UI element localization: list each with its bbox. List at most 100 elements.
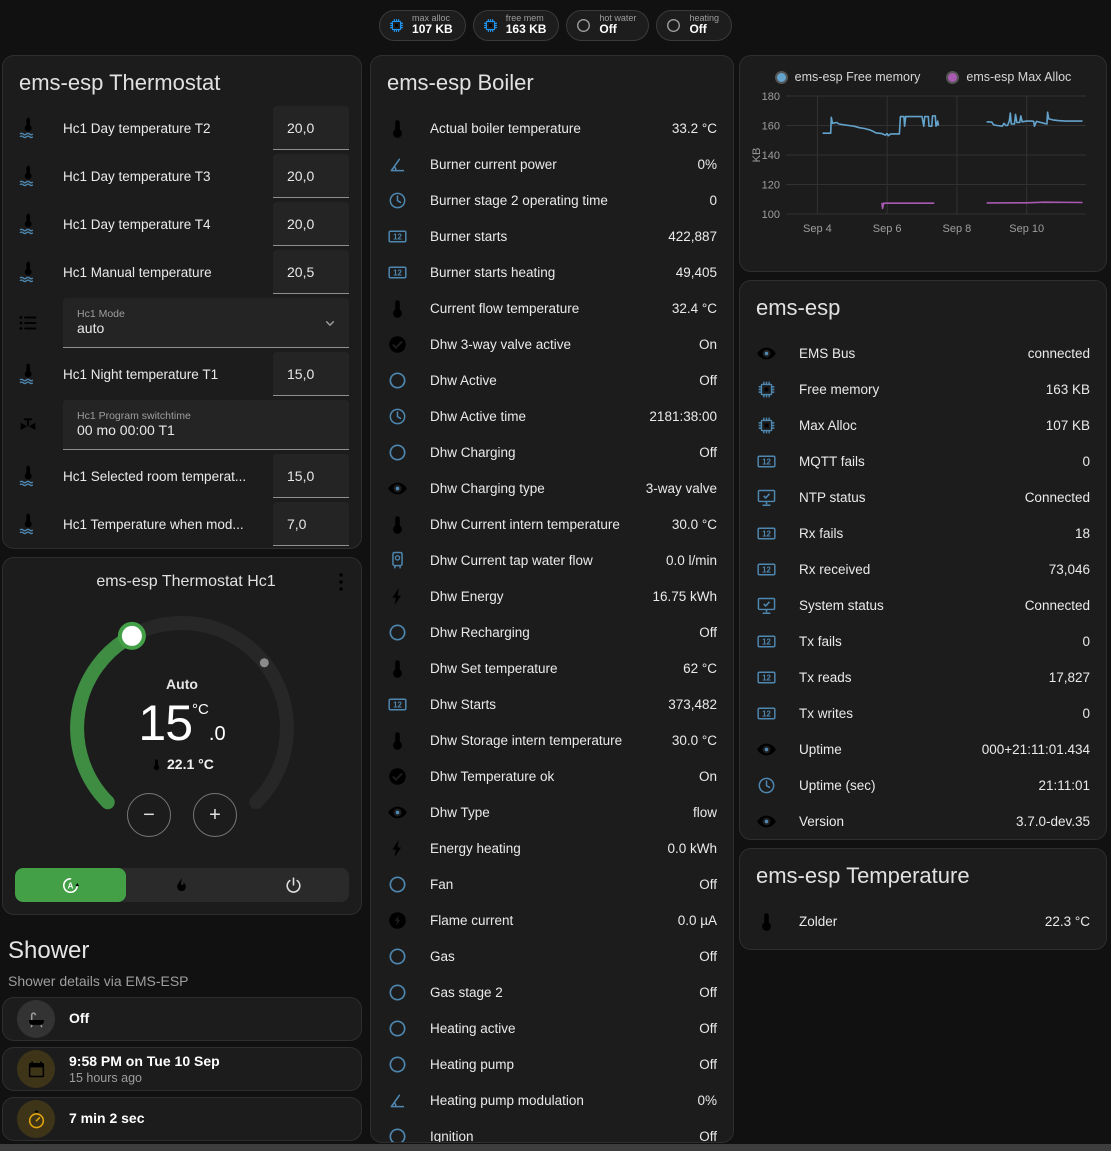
entity-label: Burner stage 2 operating time xyxy=(430,192,608,208)
entity-row[interactable]: Max Alloc 107 KB xyxy=(740,407,1106,443)
number-input[interactable]: 20,0 xyxy=(273,106,349,150)
entity-row[interactable]: Dhw Charging type 3-way valve xyxy=(371,470,733,506)
mode-button-auto-mode[interactable] xyxy=(15,868,127,902)
entity-value: 0% xyxy=(697,1092,717,1108)
entity-row[interactable]: Zolder 22.3 °C xyxy=(740,903,1106,939)
legend-item[interactable]: ems-esp Free memory xyxy=(774,70,920,84)
number-input[interactable]: 20,5 xyxy=(273,250,349,294)
memory-history-chart[interactable]: 100 120 140 160 180 Sep 4 Sep 6 Sep 8 Sep 10 KB xyxy=(750,88,1094,258)
thermostat-dial[interactable] xyxy=(32,598,332,858)
thermometer-water-icon xyxy=(17,363,39,385)
horizontal-scrollbar[interactable] xyxy=(0,1144,1111,1151)
shower-info-card[interactable]: 9:58 PM on Tue 10 Sep 15 hours ago xyxy=(2,1047,362,1091)
entity-row[interactable]: Energy heating 0.0 kWh xyxy=(371,830,733,866)
entity-row[interactable]: Flame current 0.0 µA xyxy=(371,902,733,938)
entity-row[interactable]: Dhw Energy 16.75 kWh xyxy=(371,578,733,614)
entity-value: 0 xyxy=(709,192,717,208)
entity-value: 000+21:11:01.434 xyxy=(981,741,1090,757)
entity-row[interactable]: MQTT fails 0 xyxy=(740,443,1106,479)
mode-button-power[interactable] xyxy=(238,868,349,902)
number-input[interactable]: 7,0 xyxy=(273,502,349,546)
more-options-icon[interactable] xyxy=(329,570,353,594)
entity-row[interactable]: Dhw Charging Off xyxy=(371,434,733,470)
entity-row[interactable]: Version 3.7.0-dev.35 xyxy=(740,803,1106,839)
entity-label: Dhw Recharging xyxy=(430,624,530,640)
number-input[interactable]: 15,0 xyxy=(273,454,349,498)
entity-row[interactable]: Dhw Recharging Off xyxy=(371,614,733,650)
entity-row[interactable]: Dhw Current tap water flow 0.0 l/min xyxy=(371,542,733,578)
entity-value: 2181:38:00 xyxy=(649,408,717,424)
number-input[interactable]: 20,0 xyxy=(273,154,349,198)
entity-row[interactable]: Dhw Type flow xyxy=(371,794,733,830)
entity-row[interactable]: Tx writes 0 xyxy=(740,695,1106,731)
entity-row[interactable]: Gas stage 2 Off xyxy=(371,974,733,1010)
entity-row[interactable]: Dhw Active Off xyxy=(371,362,733,398)
counter-icon xyxy=(756,559,777,580)
entity-row[interactable]: Heating pump Off xyxy=(371,1046,733,1082)
entity-row[interactable]: Dhw Storage intern temperature 30.0 °C xyxy=(371,722,733,758)
entity-row[interactable]: Rx received 73,046 xyxy=(740,551,1106,587)
entity-label: Uptime xyxy=(799,741,842,757)
entity-row[interactable]: System status Connected xyxy=(740,587,1106,623)
shower-info-card[interactable]: Off xyxy=(2,997,362,1041)
bathtub-icon xyxy=(26,1009,47,1030)
entity-row[interactable]: Current flow temperature 32.4 °C xyxy=(371,290,733,326)
entity-row[interactable]: Dhw Set temperature 62 °C xyxy=(371,650,733,686)
entity-row[interactable]: Dhw Starts 373,482 xyxy=(371,686,733,722)
entity-row[interactable]: NTP status Connected xyxy=(740,479,1106,515)
entity-value: 33.2 °C xyxy=(671,120,717,136)
counter-icon xyxy=(756,631,777,652)
thermometer-icon xyxy=(756,911,777,932)
entity-row[interactable]: Tx fails 0 xyxy=(740,623,1106,659)
entity-value: 163 KB xyxy=(1045,381,1090,397)
entity-row[interactable]: Gas Off xyxy=(371,938,733,974)
temp-decrease-button[interactable]: − xyxy=(127,793,171,837)
entity-row[interactable]: Burner starts 422,887 xyxy=(371,218,733,254)
eye-icon xyxy=(387,802,408,823)
entity-row[interactable]: Heating pump modulation 0% xyxy=(371,1082,733,1118)
chip-free-mem[interactable]: free mem 163 KB xyxy=(472,9,560,41)
entity-row[interactable]: Dhw Temperature ok On xyxy=(371,758,733,794)
entity-row[interactable]: Ignition Off xyxy=(371,1118,733,1142)
entity-label: Dhw Current tap water flow xyxy=(430,552,593,568)
entity-row[interactable]: Burner starts heating 49,405 xyxy=(371,254,733,290)
entity-value: 18 xyxy=(1074,525,1090,541)
entity-row[interactable]: Dhw Current intern temperature 30.0 °C xyxy=(371,506,733,542)
number-input[interactable]: 15,0 xyxy=(273,352,349,396)
format-list-icon xyxy=(17,312,39,334)
legend-item[interactable]: ems-esp Max Alloc xyxy=(946,70,1071,84)
number-input[interactable]: 20,0 xyxy=(273,202,349,246)
entity-row[interactable]: Actual boiler temperature 33.2 °C xyxy=(371,110,733,146)
angle-acute-icon xyxy=(387,1090,408,1111)
entity-row[interactable]: Rx fails 18 xyxy=(740,515,1106,551)
text-input[interactable]: Hc1 Program switchtime 00 mo 00:00 T1 xyxy=(63,400,349,450)
number-value: 15,0 xyxy=(287,365,315,382)
entity-row[interactable]: Uptime (sec) 21:11:01 xyxy=(740,767,1106,803)
entity-row[interactable]: Uptime 000+21:11:01.434 xyxy=(740,731,1106,767)
shower-info-card[interactable]: 7 min 2 sec xyxy=(2,1097,362,1141)
entity-row[interactable]: Dhw 3-way valve active On xyxy=(371,326,733,362)
entity-row[interactable]: Fan Off xyxy=(371,866,733,902)
chip-max-alloc[interactable]: max alloc 107 KB xyxy=(379,9,466,41)
entity-row[interactable]: Tx reads 17,827 xyxy=(740,659,1106,695)
entity-row[interactable]: Free memory 163 KB xyxy=(740,371,1106,407)
mode-select[interactable]: Hc1 Mode auto xyxy=(63,298,349,348)
entity-label: Rx fails xyxy=(799,525,844,541)
chip-heating[interactable]: heating Off xyxy=(656,9,732,41)
temperature-card: ems-esp Temperature Zolder 22.3 °C xyxy=(739,848,1107,950)
entity-row[interactable]: Burner current power 0% xyxy=(371,146,733,182)
entity-row[interactable]: Heating active Off xyxy=(371,1010,733,1046)
chip-hot-water[interactable]: hot water Off xyxy=(566,9,650,41)
dial-knob[interactable] xyxy=(117,621,146,650)
entity-row[interactable]: EMS Bus connected xyxy=(740,335,1106,371)
entity-label: Tx fails xyxy=(799,633,842,649)
mode-button-flame[interactable] xyxy=(126,868,237,902)
entity-label: Dhw Set temperature xyxy=(430,660,558,676)
entity-row[interactable]: Burner stage 2 operating time 0 xyxy=(371,182,733,218)
entity-label: Current flow temperature xyxy=(430,300,580,316)
auto-mode-icon xyxy=(61,876,80,895)
temp-increase-button[interactable]: + xyxy=(193,793,237,837)
entity-row[interactable]: Dhw Active time 2181:38:00 xyxy=(371,398,733,434)
secondary-text: 15 hours ago xyxy=(69,1070,142,1085)
icon-badge xyxy=(17,1050,55,1088)
